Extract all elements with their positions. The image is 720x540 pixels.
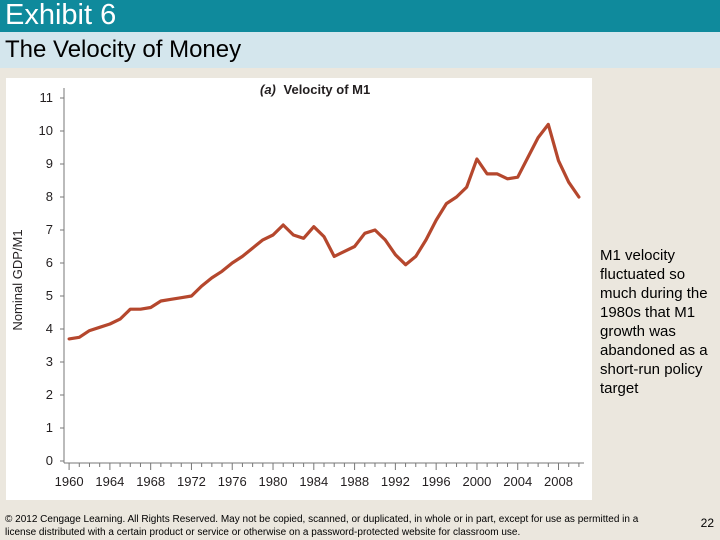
chart-panel: (a) Velocity of M1 Nominal GDP/M1 0 1 2 3 4 5… xyxy=(6,78,592,500)
y-tick-label: 0 xyxy=(46,453,53,468)
y-tick-label: 6 xyxy=(46,255,53,270)
x-tick-label: 1980 xyxy=(259,474,288,489)
x-tick-label: 1960 xyxy=(55,474,84,489)
x-tick-label: 1964 xyxy=(95,474,124,489)
y-tick-label: 2 xyxy=(46,387,53,402)
y-tick-label: 1 xyxy=(46,420,53,435)
y-tick-label: 3 xyxy=(46,354,53,369)
x-tick-label: 1992 xyxy=(381,474,410,489)
page-number: 22 xyxy=(700,516,714,530)
x-tick-label: 1976 xyxy=(218,474,247,489)
y-axis-title: Nominal GDP/M1 xyxy=(10,229,25,330)
y-tick-label: 7 xyxy=(46,222,53,237)
exhibit-title: Exhibit 6 xyxy=(5,0,117,31)
copyright-notice: © 2012 Cengage Learning. All Rights Rese… xyxy=(5,514,639,538)
x-tick-label: 1968 xyxy=(136,474,165,489)
series-group xyxy=(67,122,581,341)
slide-subtitle: The Velocity of Money xyxy=(5,36,242,63)
annotation-text: M1 velocity fluctuated so much during th… xyxy=(600,247,708,397)
y-tick-label: 11 xyxy=(40,90,54,105)
x-tick-label: 1972 xyxy=(177,474,206,489)
title-bar: Exhibit 6 xyxy=(0,0,720,32)
velocity-chart: (a) Velocity of M1 Nominal GDP/M1 0 1 2 3 4 5… xyxy=(10,82,584,489)
y-tick-label: 10 xyxy=(39,123,53,138)
chart-title: (a) Velocity of M1 xyxy=(260,82,370,97)
x-tick-label: 2008 xyxy=(544,474,573,489)
x-tick-label: 2000 xyxy=(462,474,491,489)
x-tick-label: 2004 xyxy=(503,474,532,489)
x-tick-label: 1984 xyxy=(299,474,328,489)
y-tick-group: 0 1 2 3 4 5 6 7 8 9 10 11 xyxy=(39,90,64,468)
subtitle-bar: The Velocity of Money xyxy=(0,32,720,68)
x-tick-group: 1960 1964 1968 1972 1976 1980 1984 1988 1992 1996… xyxy=(55,463,580,489)
y-tick-label: 9 xyxy=(46,156,53,171)
x-tick-label: 1996 xyxy=(422,474,451,489)
chart-title-prefix: (a) xyxy=(260,82,276,97)
x-tick-label: 1988 xyxy=(340,474,369,489)
y-tick-label: 5 xyxy=(46,288,53,303)
y-tick-label: 8 xyxy=(46,189,53,204)
chart-title-main: Velocity of M1 xyxy=(284,82,371,97)
velocity-series-line xyxy=(67,122,581,341)
y-tick-label: 4 xyxy=(46,321,53,336)
